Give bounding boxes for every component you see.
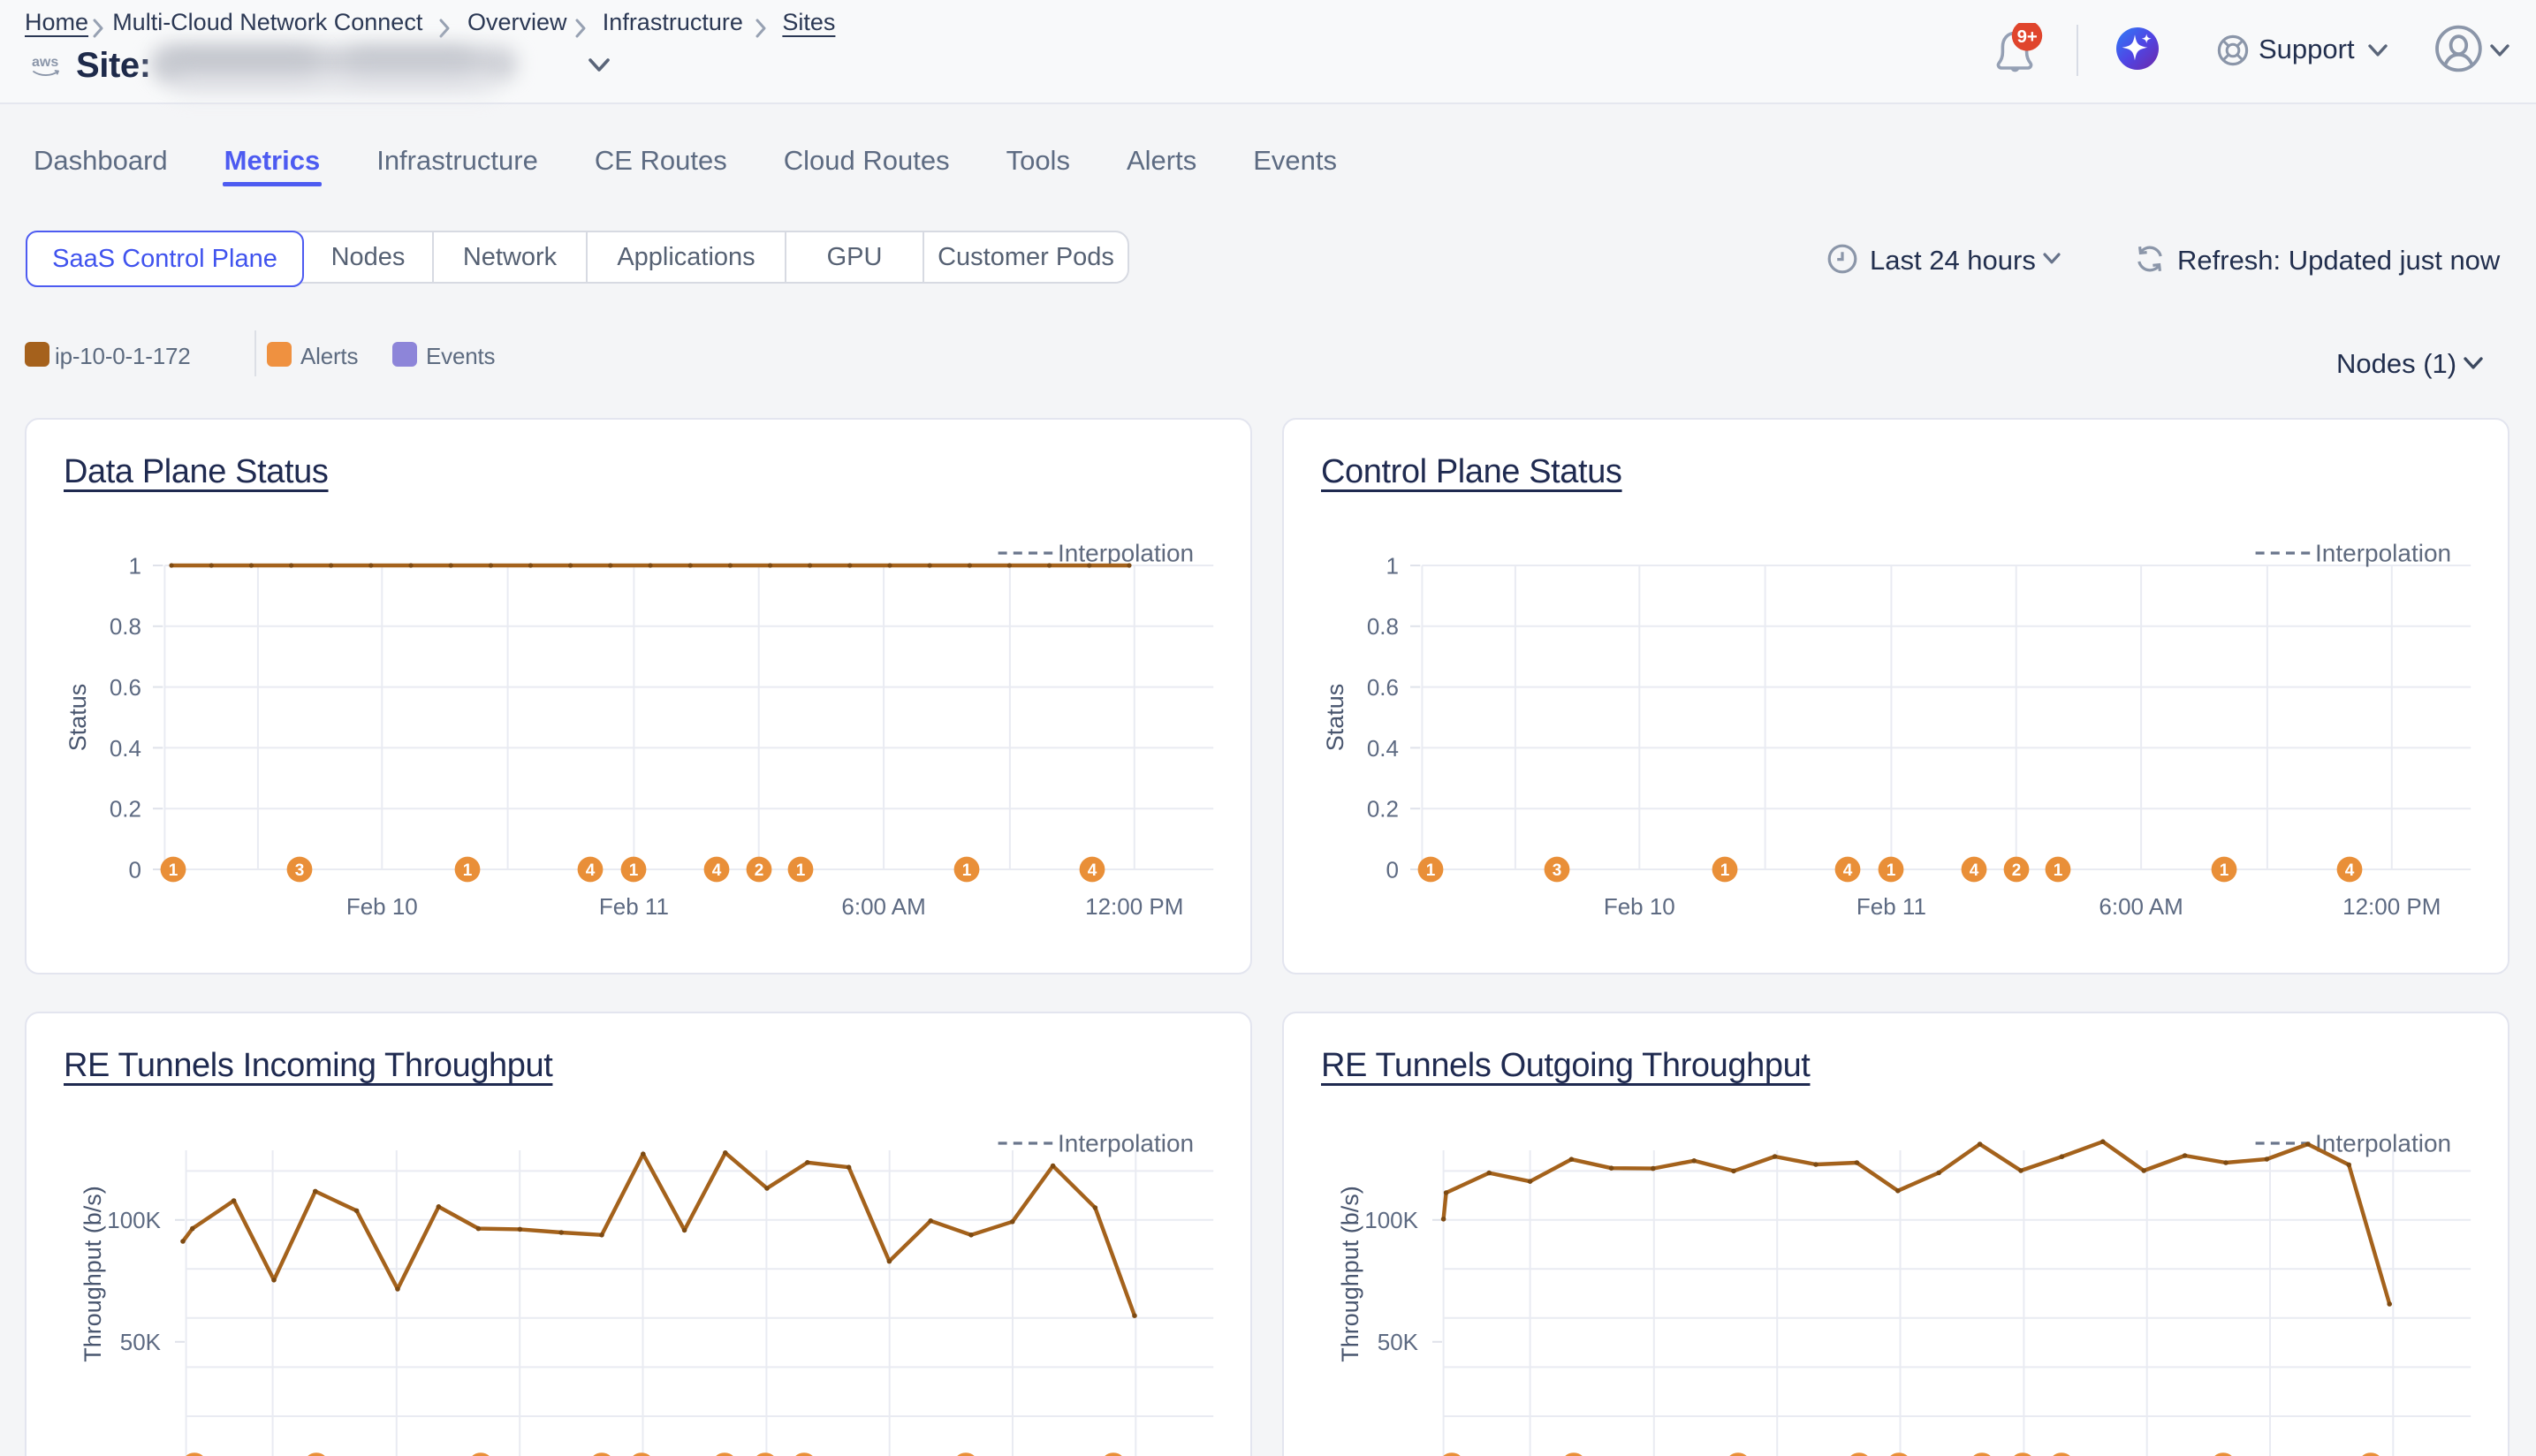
svg-text:Feb 10: Feb 10 (346, 893, 418, 920)
svg-text:0: 0 (129, 856, 141, 883)
svg-text:1: 1 (796, 861, 806, 880)
svg-text:1: 1 (1887, 861, 1896, 880)
svg-text:0: 0 (148, 1452, 161, 1456)
svg-text:Throughput (b/s): Throughput (b/s) (1337, 1186, 1363, 1362)
svg-text:9+: 9+ (2017, 27, 2038, 47)
svg-text:0.6: 0.6 (110, 674, 141, 701)
svg-text:1: 1 (629, 861, 639, 880)
svg-text:1: 1 (962, 861, 972, 880)
svg-text:2: 2 (2012, 861, 2022, 880)
svg-text:4: 4 (2345, 861, 2355, 880)
svg-text:50K: 50K (120, 1329, 162, 1355)
svg-text:100K: 100K (1364, 1207, 1418, 1233)
svg-text:0: 0 (1406, 1452, 1418, 1456)
svg-text:aws: aws (32, 55, 58, 70)
svg-text:0.6: 0.6 (1367, 674, 1399, 701)
svg-text:0.2: 0.2 (110, 796, 141, 823)
svg-text:6:00 AM: 6:00 AM (841, 893, 925, 920)
svg-text:Feb 11: Feb 11 (599, 893, 669, 920)
svg-text:0.8: 0.8 (1367, 613, 1399, 640)
svg-text:1: 1 (129, 552, 141, 579)
svg-text:1: 1 (1426, 861, 1436, 880)
svg-text:Interpolation: Interpolation (1058, 540, 1194, 567)
svg-text:1: 1 (1386, 552, 1399, 579)
svg-text:12:00 PM: 12:00 PM (2342, 893, 2441, 920)
svg-text:Interpolation: Interpolation (2315, 540, 2451, 567)
svg-text:Status: Status (65, 684, 91, 752)
svg-text:0.2: 0.2 (1367, 796, 1399, 823)
svg-text:0.4: 0.4 (1367, 735, 1399, 762)
svg-text:1: 1 (463, 861, 473, 880)
svg-text:0.8: 0.8 (110, 613, 141, 640)
svg-text:2: 2 (755, 861, 764, 880)
svg-text:Interpolation: Interpolation (1058, 1130, 1194, 1157)
svg-text:1: 1 (1720, 861, 1730, 880)
svg-text:0: 0 (1386, 856, 1399, 883)
svg-text:Feb 11: Feb 11 (1856, 893, 1926, 920)
svg-text:3: 3 (1553, 861, 1562, 880)
svg-text:Feb 10: Feb 10 (1604, 893, 1675, 920)
svg-text:4: 4 (712, 861, 722, 880)
svg-text:0.4: 0.4 (110, 735, 141, 762)
svg-text:Status: Status (1322, 684, 1348, 752)
svg-text:50K: 50K (1378, 1329, 1419, 1355)
svg-text:Throughput (b/s): Throughput (b/s) (80, 1186, 106, 1362)
svg-text:100K: 100K (107, 1207, 161, 1233)
svg-text:4: 4 (1088, 861, 1097, 880)
svg-text:1: 1 (2054, 861, 2063, 880)
svg-text:3: 3 (295, 861, 305, 880)
svg-text:4: 4 (1970, 861, 1979, 880)
svg-text:12:00 PM: 12:00 PM (1085, 893, 1183, 920)
svg-text:1: 1 (169, 861, 178, 880)
svg-text:6:00 AM: 6:00 AM (2099, 893, 2183, 920)
svg-text:Interpolation: Interpolation (2315, 1130, 2451, 1157)
svg-text:4: 4 (586, 861, 596, 880)
svg-text:1: 1 (2220, 861, 2229, 880)
svg-text:4: 4 (1843, 861, 1853, 880)
